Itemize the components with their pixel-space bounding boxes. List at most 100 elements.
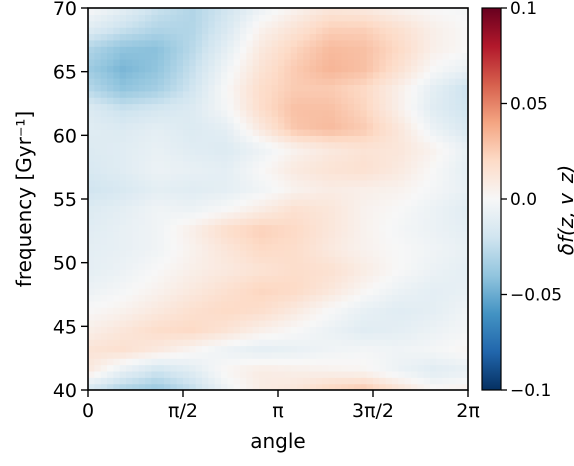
heatmap-cell — [417, 326, 425, 334]
heatmap-cell — [100, 281, 108, 289]
heatmap-cell — [461, 205, 468, 213]
heatmap-cell — [411, 97, 418, 105]
heatmap-cell — [354, 351, 361, 359]
heatmap-cell — [94, 281, 102, 289]
heatmap-cell — [157, 288, 165, 296]
heatmap-cell — [392, 160, 399, 168]
heatmap-cell — [227, 52, 235, 60]
heatmap-cell — [303, 313, 311, 321]
heatmap-cell — [366, 307, 374, 315]
heatmap-cell — [265, 8, 273, 15]
heatmap-cell — [170, 103, 178, 111]
heatmap-cell — [290, 71, 298, 79]
heatmap-cell — [246, 128, 254, 136]
heatmap-cell — [442, 275, 450, 283]
heatmap-cell — [290, 218, 298, 226]
heatmap-cell — [328, 84, 336, 92]
heatmap-cell — [151, 109, 159, 117]
heatmap-cell — [398, 269, 406, 276]
heatmap-cell — [164, 383, 171, 390]
heatmap-cell — [221, 90, 228, 98]
heatmap-cell — [379, 224, 387, 232]
heatmap-cell — [341, 46, 349, 54]
heatmap-cell — [297, 128, 304, 136]
heatmap-cell — [119, 90, 127, 98]
heatmap-cell — [385, 307, 393, 315]
heatmap-cell — [335, 39, 342, 47]
heatmap-cell — [303, 262, 311, 270]
heatmap-cell — [455, 269, 463, 276]
heatmap-cell — [411, 205, 418, 213]
heatmap-cell — [417, 179, 425, 187]
heatmap-cell — [132, 243, 140, 251]
heatmap-cell — [278, 33, 285, 41]
heatmap-cell — [449, 122, 456, 130]
heatmap-cell — [183, 78, 190, 85]
heatmap-cell — [221, 27, 228, 35]
heatmap-cell — [126, 351, 133, 359]
heatmap-cell — [354, 300, 361, 308]
heatmap-cell — [455, 383, 463, 390]
heatmap-cell — [119, 345, 127, 353]
heatmap-cell — [316, 14, 323, 22]
heatmap-cell — [335, 103, 342, 111]
heatmap-cell — [221, 332, 228, 340]
heatmap-cell — [290, 319, 298, 327]
heatmap-cell — [189, 294, 197, 302]
heatmap-cell — [373, 288, 380, 296]
heatmap-cell — [461, 211, 468, 219]
heatmap-cell — [385, 288, 393, 296]
heatmap-cell — [455, 218, 463, 226]
heatmap-cell — [436, 256, 444, 264]
heatmap-cell — [303, 358, 311, 366]
heatmap-cell — [404, 179, 412, 187]
heatmap-cell — [183, 122, 190, 130]
heatmap-cell — [341, 122, 349, 130]
heatmap-cell — [138, 33, 146, 41]
heatmap-cell — [170, 27, 178, 35]
heatmap-cell — [145, 71, 152, 79]
heatmap-cell — [271, 307, 279, 315]
heatmap-cell — [189, 71, 197, 79]
heatmap-cell — [322, 103, 330, 111]
heatmap-cell — [164, 275, 171, 283]
heatmap-cell — [366, 154, 374, 162]
heatmap-cell — [145, 230, 152, 238]
heatmap-cell — [208, 160, 216, 168]
heatmap-cell — [195, 326, 203, 334]
heatmap-cell — [221, 249, 228, 257]
heatmap-cell — [157, 237, 165, 245]
heatmap-cell — [303, 205, 311, 213]
x-axis-ticks: 0 π/2 π 3π/2 2π — [82, 390, 480, 422]
heatmap-cell — [240, 307, 247, 315]
heatmap-cell — [240, 103, 247, 111]
heatmap-cell — [335, 351, 342, 359]
heatmap-cell — [170, 224, 178, 232]
heatmap-cell — [309, 269, 317, 276]
heatmap-cell — [233, 313, 241, 321]
heatmap-cell — [195, 97, 203, 105]
heatmap-cell — [278, 128, 285, 136]
heatmap-cell — [284, 33, 292, 41]
heatmap-cell — [322, 141, 330, 149]
heatmap-cell — [404, 97, 412, 105]
heatmap-cell — [347, 345, 355, 353]
heatmap-cell — [138, 97, 146, 105]
heatmap-cell — [423, 224, 431, 232]
heatmap-cell — [119, 281, 127, 289]
heatmap-cell — [442, 288, 450, 296]
heatmap-cell — [297, 269, 304, 276]
heatmap-cell — [411, 116, 418, 124]
heatmap-cell — [354, 148, 361, 156]
heatmap-cell — [404, 33, 412, 41]
heatmap-cell — [195, 332, 203, 340]
heatmap-cell — [138, 192, 146, 200]
heatmap-cell — [278, 192, 285, 200]
heatmap-cell — [309, 141, 317, 149]
heatmap-cell — [379, 230, 387, 238]
heatmap-cell — [259, 27, 266, 35]
heatmap-cell — [354, 377, 361, 385]
heatmap-cell — [430, 97, 437, 105]
heatmap-cell — [379, 128, 387, 136]
heatmap-cell — [132, 205, 140, 213]
